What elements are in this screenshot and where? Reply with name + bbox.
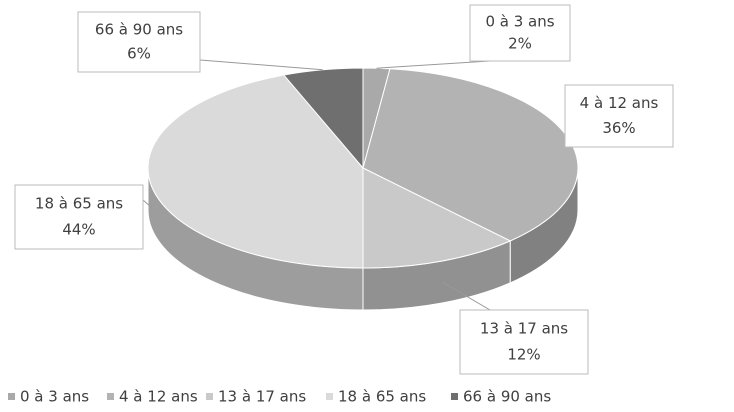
legend-swatch xyxy=(206,393,213,400)
slice xyxy=(362,167,512,269)
label-box xyxy=(459,309,589,375)
legend-label: 4 à 12 ans xyxy=(119,388,198,406)
label-value: 6% xyxy=(127,45,151,63)
legend-label: 66 à 90 ans xyxy=(463,388,551,406)
legend-swatch xyxy=(451,393,458,400)
leader-line xyxy=(376,60,491,69)
label-category: 66 à 90 ans xyxy=(95,21,183,39)
label-category: 4 à 12 ans xyxy=(580,94,659,112)
leader-line xyxy=(199,59,323,71)
leader-line xyxy=(142,199,153,209)
label-value: 2% xyxy=(508,35,532,53)
label-box xyxy=(469,4,571,62)
label-category: 13 à 17 ans xyxy=(480,320,568,338)
label-box xyxy=(77,11,201,73)
label-value: 36% xyxy=(602,119,635,137)
leader-line xyxy=(441,281,491,311)
label-category: 18 à 65 ans xyxy=(35,195,123,213)
legend-label: 0 à 3 ans xyxy=(20,388,89,406)
slice xyxy=(282,67,364,170)
label-box xyxy=(564,84,674,148)
legend-label: 13 à 17 ans xyxy=(218,388,306,406)
label-value: 44% xyxy=(62,220,95,238)
legend-swatch xyxy=(107,393,114,400)
legend-swatch xyxy=(8,393,15,400)
slice xyxy=(147,74,364,269)
legend-swatch xyxy=(326,393,333,400)
label-box xyxy=(14,184,144,250)
label-value: 12% xyxy=(507,345,540,363)
legend-label: 18 à 65 ans xyxy=(338,388,426,406)
label-category: 0 à 3 ans xyxy=(485,12,554,30)
